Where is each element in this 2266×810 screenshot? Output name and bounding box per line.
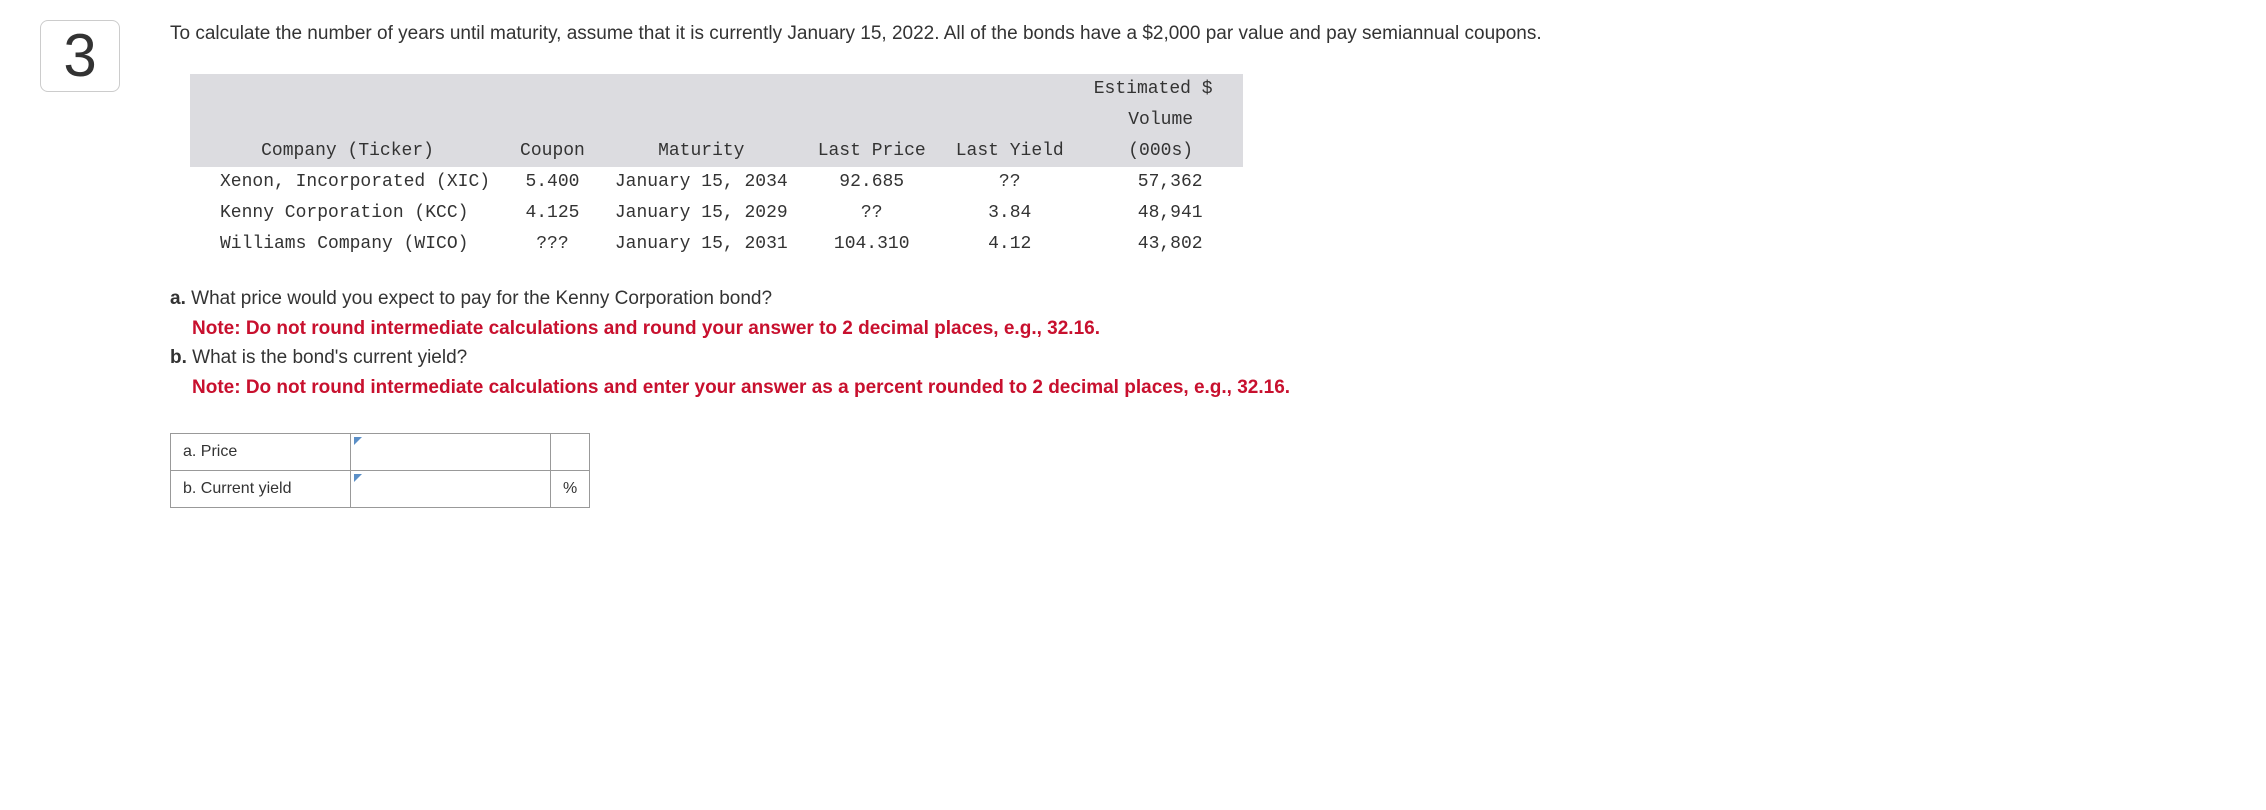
answer-b-unit: % bbox=[551, 470, 590, 507]
col-volume: (000s) bbox=[1079, 136, 1243, 167]
cell-maturity: January 15, 2031 bbox=[600, 229, 803, 260]
cell-last-yield: 4.12 bbox=[941, 229, 1079, 260]
answer-row-b: b. Current yield % bbox=[171, 470, 590, 507]
cell-company: Williams Company (WICO) bbox=[190, 229, 505, 260]
table-row: Williams Company (WICO) ??? January 15, … bbox=[190, 229, 1243, 260]
cell-maturity: January 15, 2034 bbox=[600, 167, 803, 198]
questions-section: a. What price would you expect to pay fo… bbox=[170, 285, 2226, 403]
answer-table: a. Price b. Current yield % bbox=[170, 433, 590, 508]
cell-volume: 57,362 bbox=[1079, 167, 1243, 198]
input-indicator-icon bbox=[354, 437, 362, 445]
cell-last-yield: 3.84 bbox=[941, 198, 1079, 229]
bond-data-table: Estimated $ Volume Company (Ticker) Coup… bbox=[190, 74, 1243, 260]
question-a-note: Note: Do not round intermediate calculat… bbox=[170, 315, 2226, 344]
question-b-label: b. bbox=[170, 347, 187, 368]
answer-a-unit bbox=[551, 433, 590, 470]
cell-coupon: ??? bbox=[505, 229, 600, 260]
cell-company: Kenny Corporation (KCC) bbox=[190, 198, 505, 229]
table-header-empty bbox=[190, 74, 1079, 105]
table-header-empty2 bbox=[190, 105, 1079, 136]
table-header-volume: Volume bbox=[1079, 105, 1243, 136]
question-a-text: What price would you expect to pay for t… bbox=[191, 288, 772, 309]
cell-maturity: January 15, 2029 bbox=[600, 198, 803, 229]
question-b-text: What is the bond's current yield? bbox=[192, 347, 467, 368]
answer-a-input[interactable] bbox=[351, 433, 551, 470]
cell-coupon: 4.125 bbox=[505, 198, 600, 229]
col-company: Company (Ticker) bbox=[190, 136, 505, 167]
question-b-note: Note: Do not round intermediate calculat… bbox=[170, 374, 2226, 403]
cell-last-price: ?? bbox=[803, 198, 941, 229]
cell-last-price: 104.310 bbox=[803, 229, 941, 260]
answer-b-label: b. Current yield bbox=[171, 470, 351, 507]
col-coupon: Coupon bbox=[505, 136, 600, 167]
col-last-yield: Last Yield bbox=[941, 136, 1079, 167]
table-header-estimated: Estimated $ bbox=[1079, 74, 1243, 105]
question-b: b. What is the bond's current yield? bbox=[170, 344, 2226, 373]
cell-last-price: 92.685 bbox=[803, 167, 941, 198]
cell-last-yield: ?? bbox=[941, 167, 1079, 198]
question-a-label: a. bbox=[170, 288, 186, 309]
answer-row-a: a. Price bbox=[171, 433, 590, 470]
cell-volume: 48,941 bbox=[1079, 198, 1243, 229]
table-row: Kenny Corporation (KCC) 4.125 January 15… bbox=[190, 198, 1243, 229]
answer-b-input[interactable] bbox=[351, 470, 551, 507]
question-a: a. What price would you expect to pay fo… bbox=[170, 285, 2226, 314]
col-last-price: Last Price bbox=[803, 136, 941, 167]
intro-text: To calculate the number of years until m… bbox=[170, 20, 2226, 49]
question-number-badge: 3 bbox=[40, 20, 120, 92]
answer-a-label: a. Price bbox=[171, 433, 351, 470]
col-maturity: Maturity bbox=[600, 136, 803, 167]
cell-volume: 43,802 bbox=[1079, 229, 1243, 260]
cell-company: Xenon, Incorporated (XIC) bbox=[190, 167, 505, 198]
input-indicator-icon bbox=[354, 474, 362, 482]
content-area: To calculate the number of years until m… bbox=[170, 20, 2226, 508]
cell-coupon: 5.400 bbox=[505, 167, 600, 198]
table-row: Xenon, Incorporated (XIC) 5.400 January … bbox=[190, 167, 1243, 198]
